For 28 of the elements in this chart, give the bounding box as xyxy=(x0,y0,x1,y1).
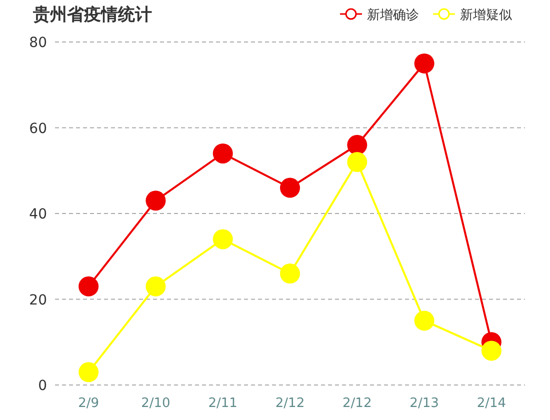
y-tick-label: 60 xyxy=(29,120,47,137)
legend-label: 新增疑似 xyxy=(460,8,512,23)
point xyxy=(146,190,166,211)
x-tick-label: 2/14 xyxy=(476,396,506,411)
legend-label: 新增确诊 xyxy=(367,8,419,23)
point xyxy=(78,276,99,296)
x-tick-label: 2/13 xyxy=(410,396,439,411)
point xyxy=(212,229,233,250)
chart-title: 贵州省疫情统计 xyxy=(32,5,152,25)
point xyxy=(347,152,368,172)
x-tick-label: 2/10 xyxy=(141,396,170,411)
point xyxy=(78,362,99,382)
point xyxy=(414,310,434,331)
x-tick-label: 2/12 xyxy=(275,396,305,411)
point xyxy=(414,53,434,74)
point xyxy=(347,134,368,155)
y-tick-label: 0 xyxy=(38,378,47,394)
point xyxy=(481,340,502,361)
x-tick-label: 2/11 xyxy=(208,396,238,411)
y-tick-label: 80 xyxy=(29,35,47,51)
x-tick-label: 2/9 xyxy=(78,396,100,411)
point xyxy=(212,143,233,164)
y-tick-label: 40 xyxy=(29,206,47,222)
y-tick-label: 20 xyxy=(29,292,47,308)
point xyxy=(146,276,166,296)
point xyxy=(280,264,300,284)
x-tick-label: 2/12 xyxy=(342,396,372,411)
point xyxy=(280,178,300,198)
